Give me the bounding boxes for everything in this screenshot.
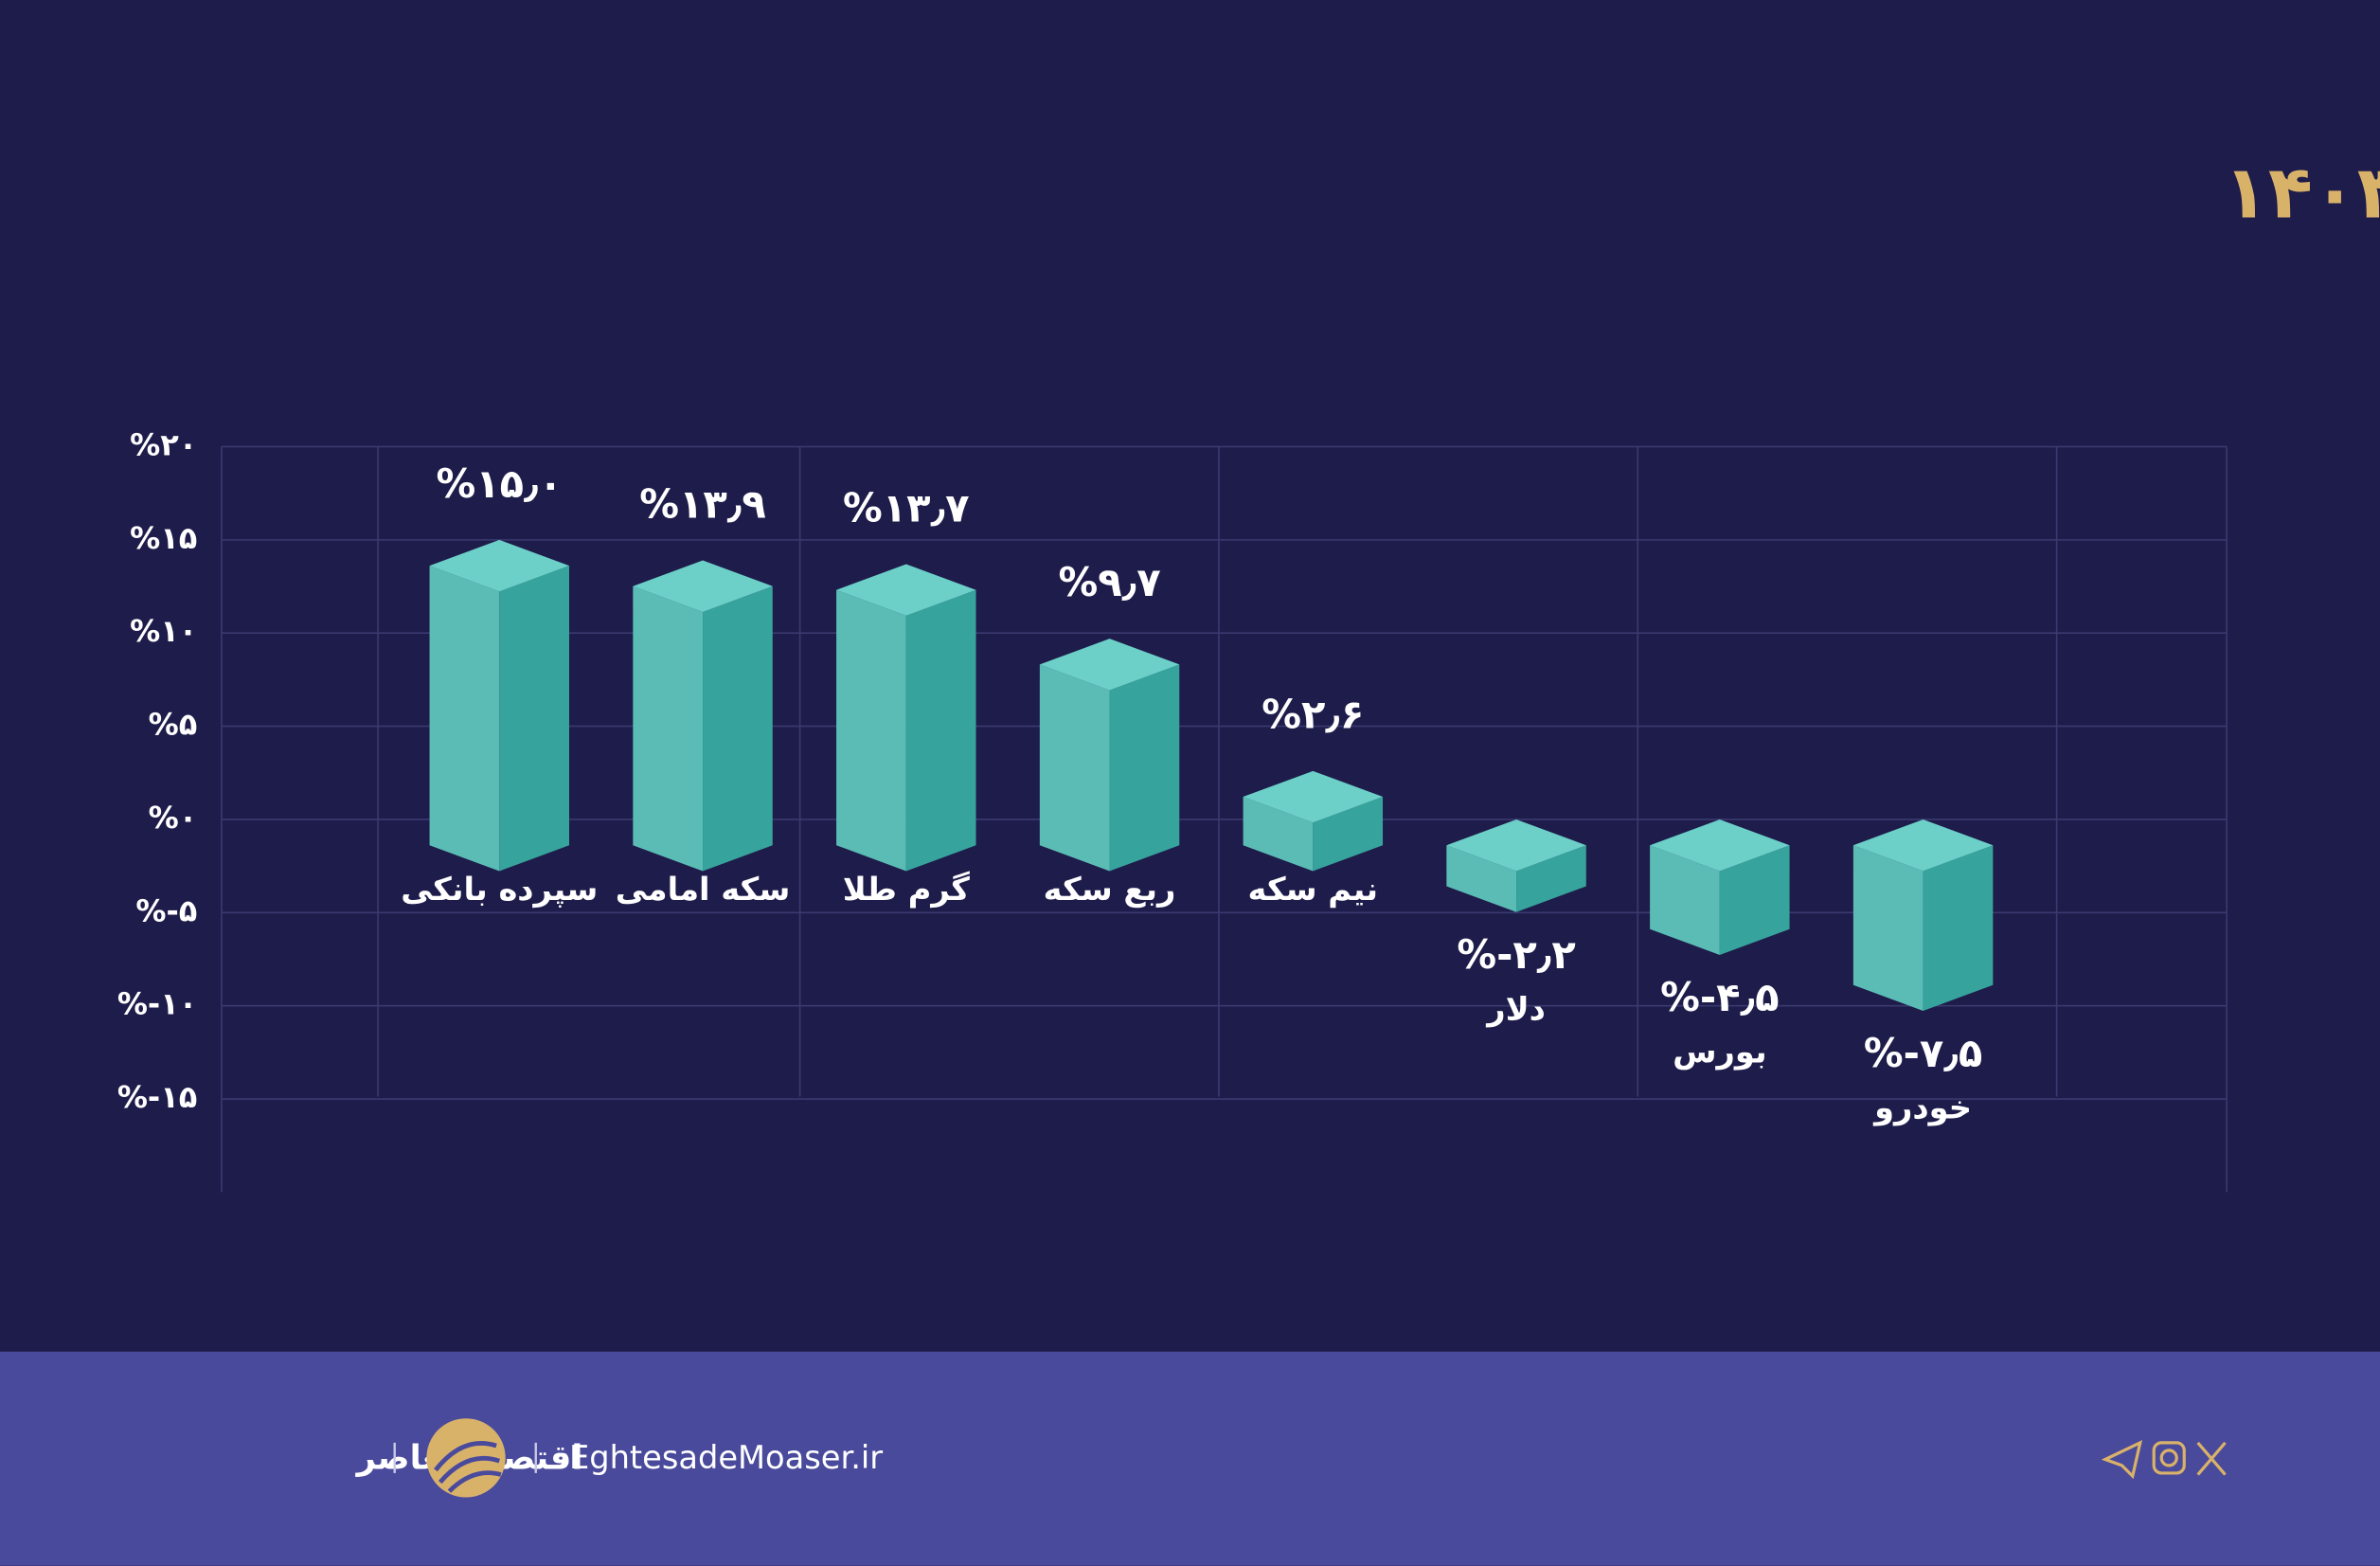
y-tick-label: %-۱۰ (117, 986, 198, 1022)
bar-top-face (836, 564, 976, 616)
value-label: %-۲٫۲ (1457, 931, 1575, 978)
bar (836, 564, 976, 872)
value-label: %۲٫۶ (1262, 692, 1364, 738)
bar-left-face (429, 566, 500, 872)
footer-band (0, 1351, 2380, 1566)
bar-right-face (1313, 797, 1384, 872)
value-label: %۱۳٫۹ (639, 480, 766, 527)
value-label: %-۷٫۵ (1864, 1030, 1982, 1076)
value-label: %۹٫۷ (1058, 559, 1160, 605)
bar-right-face (1516, 845, 1586, 912)
bar (429, 539, 570, 872)
chart-title: بازدهی خالص بازارها در نیمه نخست ۱۴۰۳ (2224, 152, 2380, 236)
bar-top-face (1039, 639, 1180, 691)
value-label: %-۴٫۵ (1660, 974, 1779, 1020)
bar-top-face (1243, 770, 1384, 823)
bar-left-face (1446, 845, 1517, 912)
y-tick-label: %-۵ (135, 892, 197, 928)
plot: %۲۰ %۱۵ %۱۰ %۵ %۰ %-۵ %-۱۰ %-۱۵ %۱۵٫۰ سپرده بانکی… (117, 427, 2228, 1127)
bar-right-face (1923, 845, 1994, 1012)
bar-top-face (633, 560, 773, 613)
bar (633, 560, 773, 872)
x-tick-label: بورس (1673, 1034, 1767, 1071)
value-label: %۱۳٫۷ (843, 484, 970, 531)
bar-left-face (1650, 845, 1720, 955)
bar (1650, 819, 1790, 955)
bar-left-face (1243, 797, 1314, 872)
bar (1243, 770, 1384, 872)
bar-right-face (499, 566, 570, 872)
x-tick-label: نیم سکه (1248, 871, 1379, 908)
y-tick-label: %-۱۵ (117, 1079, 198, 1115)
bar (1039, 639, 1180, 872)
bar-top-face (429, 539, 570, 592)
bar-left-face (1039, 664, 1110, 872)
logo (426, 1418, 506, 1498)
bar-right-face (1109, 664, 1180, 872)
x-tick-label: ربع سکه (1044, 871, 1176, 909)
bar-left-face (1852, 845, 1924, 1012)
bar-left-face (836, 589, 906, 872)
bar (1852, 819, 1994, 1012)
bar-left-face (633, 585, 704, 872)
y-tick-label: %۵ (149, 707, 198, 743)
y-tick-label: %۱۵ (130, 520, 197, 556)
social-icons (2101, 1439, 2227, 1480)
bar-right-face (1719, 845, 1790, 955)
bar-right-face (905, 589, 976, 872)
x-tick-label: گرم طلا (843, 871, 971, 909)
y-tick-label: %۰ (149, 800, 198, 836)
bar-right-face (703, 585, 773, 872)
x-tick-label: دلار (1485, 990, 1546, 1027)
website: EghtesadeMoaser.ir (569, 1439, 883, 1476)
value-label: %۱۵٫۰ (436, 460, 563, 507)
x-tick-label: سکه امامی (616, 871, 791, 908)
x-tick-label: خودرو (1872, 1089, 1972, 1127)
x-tick-label: سپرده بانکی (401, 871, 598, 909)
y-tick-label: %۲۰ (130, 427, 197, 463)
y-tick-label: %۱۰ (130, 613, 197, 649)
